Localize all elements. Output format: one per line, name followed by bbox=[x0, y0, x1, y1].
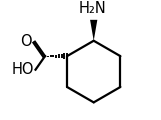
Polygon shape bbox=[90, 20, 97, 41]
Text: H₂N: H₂N bbox=[79, 1, 106, 16]
Text: HO: HO bbox=[12, 62, 34, 77]
Text: O: O bbox=[20, 34, 32, 49]
